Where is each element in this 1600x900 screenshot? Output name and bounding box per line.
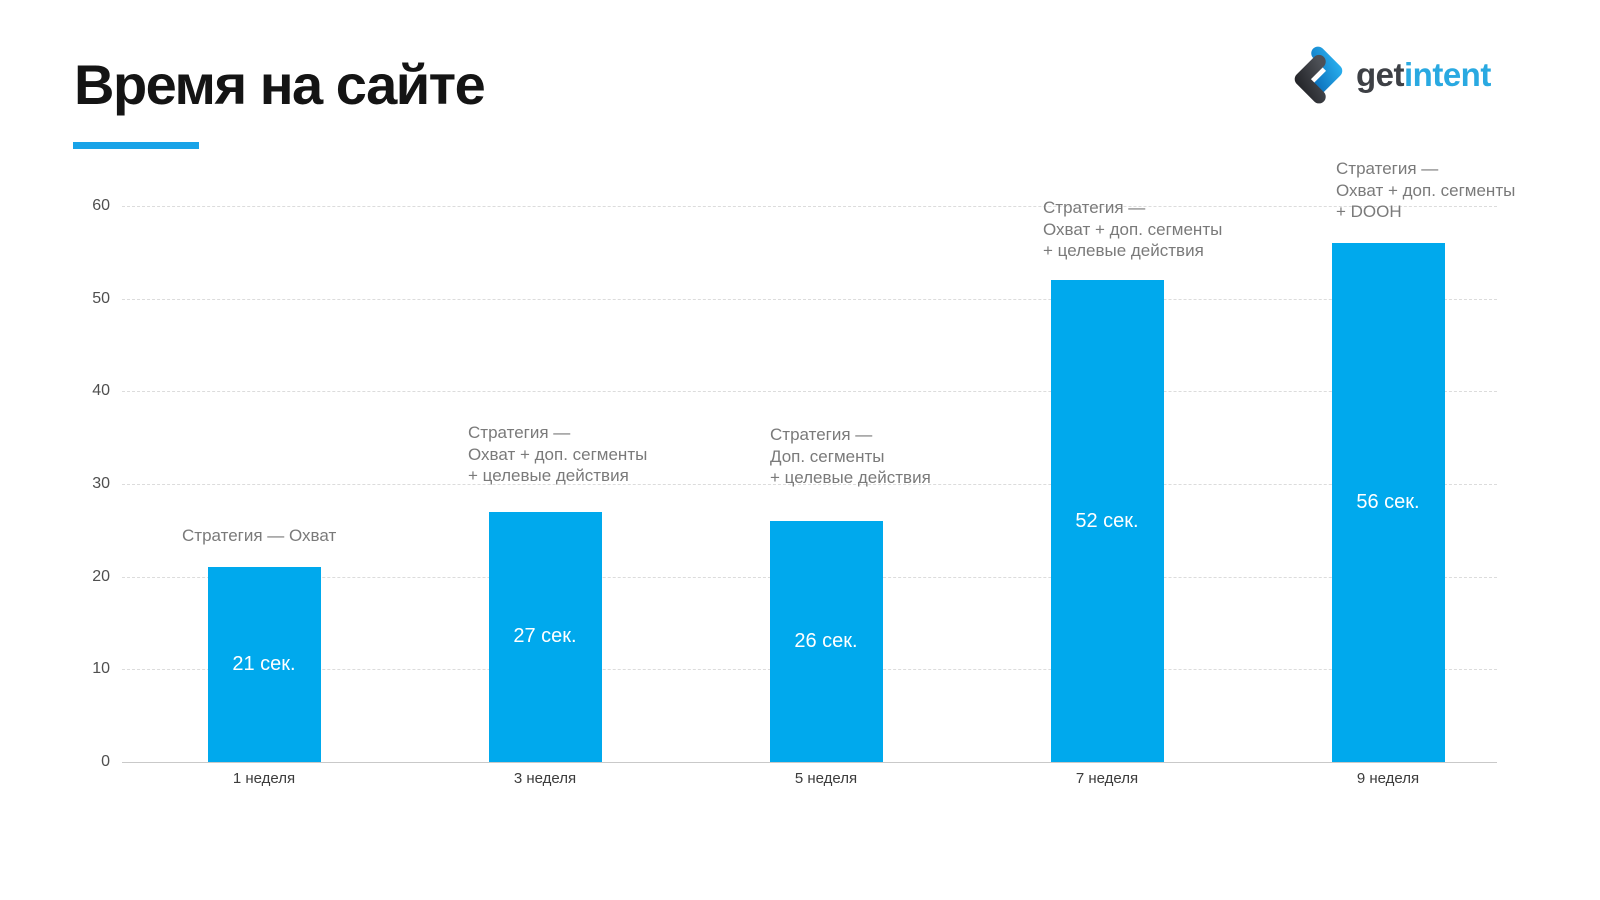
bar-1-неделя: 21 сек. <box>207 567 321 762</box>
title-accent-bar <box>73 142 199 149</box>
x-tick-label: 7 неделя <box>1075 770 1139 787</box>
y-tick-label: 0 <box>101 753 110 770</box>
gridline-0 <box>122 762 1497 763</box>
bar-annotation: Стратегия — Охват <box>182 525 336 547</box>
annotation-line: Стратегия — <box>770 425 873 444</box>
bar-9-неделя: 56 сек. <box>1331 243 1445 762</box>
annotation-line: Охват + доп. сегменты <box>468 444 648 464</box>
logo-text-intent: intent <box>1404 56 1491 93</box>
annotation-line: + целевые действия <box>468 466 629 485</box>
bar-annotation: Стратегия — Доп. сегменты + целевые действ… <box>770 424 931 489</box>
y-tick-label: 40 <box>92 382 110 400</box>
annotation-line: + целевые действия <box>1043 241 1204 260</box>
bar-value-label: 21 сек. <box>232 653 296 676</box>
bar-annotation: Стратегия — Охват + доп. сегменты + DOOH <box>1336 158 1515 223</box>
y-tick-label: 20 <box>92 567 110 585</box>
getintent-logo-icon <box>1294 46 1343 104</box>
page-title: Время на сайте <box>74 53 486 116</box>
y-tick-label: 60 <box>92 197 110 214</box>
gridline-60 <box>122 206 1497 207</box>
gridline-40 <box>122 391 1497 393</box>
bar-7-неделя: 52 сек. <box>1050 280 1164 762</box>
y-tick-label: 50 <box>92 289 110 307</box>
annotation-line: Охват + доп. сегменты <box>1043 219 1223 239</box>
bar-5-неделя: 26 сек. <box>769 521 883 762</box>
gridline-50 <box>122 298 1497 300</box>
bar-value-label: 26 сек. <box>794 630 858 653</box>
annotation-line: + DOOH <box>1336 202 1402 221</box>
gridline-30 <box>122 484 1497 485</box>
y-tick-label: 10 <box>92 660 110 678</box>
x-tick-label: 5 неделя <box>794 770 858 787</box>
x-tick-label: 3 неделя <box>513 770 577 787</box>
bar-value-label: 27 сек. <box>513 625 577 648</box>
annotation-line: Доп. сегменты <box>770 446 885 466</box>
annotation-line: Охват + доп. сегменты <box>1336 180 1516 200</box>
annotation-line: Стратегия — Охват <box>182 526 337 545</box>
annotation-line: + целевые действия <box>770 468 931 487</box>
annotation-line: Стратегия — <box>1336 159 1439 178</box>
bar-annotation: Стратегия — Охват + доп. сегменты + целевы… <box>1043 197 1222 262</box>
y-tick-label: 30 <box>92 475 110 492</box>
x-tick-label: 9 неделя <box>1356 770 1420 787</box>
logo-text-get: get <box>1356 56 1405 93</box>
annotation-line: Стратегия — <box>1043 198 1146 217</box>
bar-3-неделя: 27 сек. <box>488 511 602 762</box>
bar-annotation: Стратегия — Охват + доп. сегменты + целевы… <box>468 422 647 487</box>
annotation-line: Стратегия — <box>468 423 571 442</box>
bar-value-label: 56 сек. <box>1356 491 1420 514</box>
x-tick-label: 1 неделя <box>232 770 296 787</box>
bar-value-label: 52 сек. <box>1075 509 1139 532</box>
logo-wordmark: getintent <box>1356 56 1491 94</box>
getintent-logo: getintent <box>1288 44 1491 106</box>
